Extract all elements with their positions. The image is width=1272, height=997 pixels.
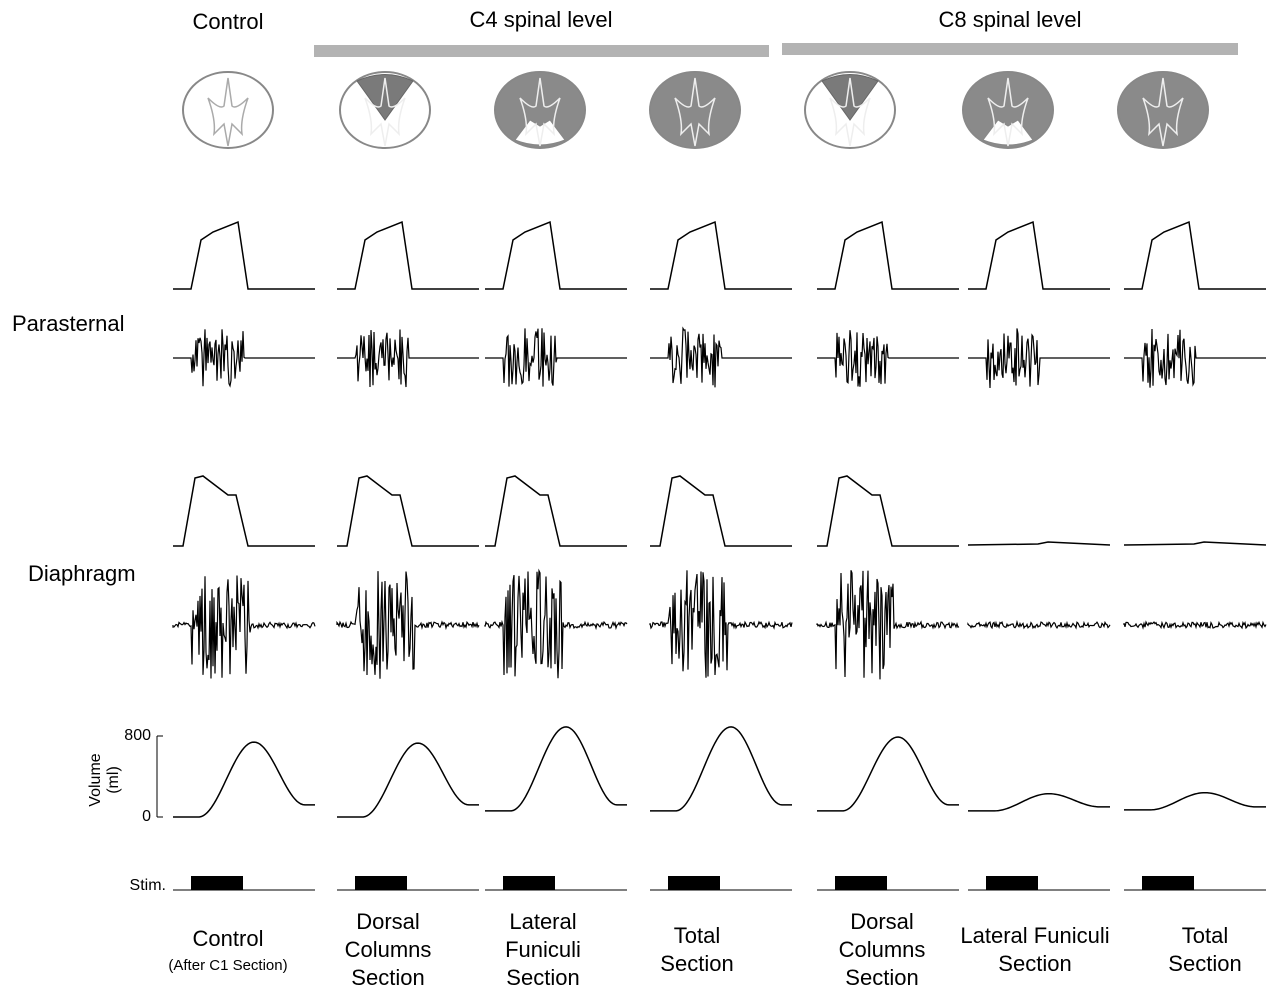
parasternal-integrated [817, 222, 959, 289]
column-note: (After C1 Section) [168, 957, 287, 974]
spinal-cord [805, 72, 895, 148]
column-label: Section [998, 951, 1071, 976]
column-label: Lateral [509, 909, 576, 934]
figure: Control C4 spinal level C8 spinal level … [0, 0, 1272, 992]
stim-pulse [503, 876, 555, 890]
column-label: Section [660, 951, 733, 976]
row-label: Parasternal [12, 311, 125, 336]
diaphragm-integrated [485, 476, 627, 546]
row-label: Stim. [130, 877, 166, 894]
column-label: Total [674, 923, 720, 948]
stim-pulse [668, 876, 720, 890]
stim-pulse [355, 876, 407, 890]
column-label: Lateral Funiculi [960, 923, 1109, 948]
parasternal-integrated [173, 222, 315, 289]
volume-trace [173, 742, 315, 817]
parasternal-emg [650, 328, 792, 387]
diaphragm-emg [173, 575, 315, 678]
diaphragm-emg [337, 571, 479, 679]
diaphragm-emg [650, 570, 792, 677]
diaphragm-integrated [1124, 542, 1266, 545]
header-c4: C4 spinal level [469, 7, 612, 32]
spinal-cord [495, 72, 585, 148]
axis-label: (ml) [105, 766, 122, 794]
volume-trace [1124, 793, 1266, 810]
column-label: Total [1182, 923, 1228, 948]
parasternal-integrated [650, 222, 792, 289]
column-label: Funiculi [505, 937, 581, 962]
spinal-cord [183, 72, 273, 148]
column-label: Columns [839, 937, 926, 962]
parasternal-integrated [485, 222, 627, 289]
column-label: Section [845, 965, 918, 990]
diaphragm-integrated [337, 476, 479, 546]
parasternal-emg [817, 330, 959, 387]
cord-outline [183, 72, 273, 148]
parasternal-emg [337, 330, 479, 388]
spinal-cord [340, 72, 430, 148]
volume-trace [968, 794, 1110, 811]
column-label: Dorsal [850, 909, 914, 934]
stim-pulse [986, 876, 1038, 890]
c8-bar [782, 43, 1238, 55]
spinal-cord [650, 72, 740, 148]
volume-trace [337, 743, 479, 817]
diaphragm-integrated [968, 542, 1110, 545]
cord-outline [1118, 72, 1208, 148]
volume-axis-label: Volume (ml) [87, 753, 122, 806]
column-label: Dorsal [356, 909, 420, 934]
column-label: Columns [345, 937, 432, 962]
diaphragm-emg [485, 571, 627, 678]
stim-pulse [835, 876, 887, 890]
axis-label: Volume [87, 753, 104, 806]
stim-pulse [1142, 876, 1194, 890]
spinal-cord [963, 72, 1053, 148]
row-label: Diaphragm [28, 561, 136, 586]
volume-trace [485, 727, 627, 811]
cord-outline [650, 72, 740, 148]
header-control: Control [193, 9, 264, 34]
diaphragm-integrated [650, 476, 792, 546]
column-label: Section [1168, 951, 1241, 976]
parasternal-emg [173, 329, 315, 386]
volume-trace [817, 737, 959, 811]
c4-bar [314, 45, 769, 57]
parasternal-integrated [337, 222, 479, 289]
parasternal-integrated [1124, 222, 1266, 289]
stim-pulse [191, 876, 243, 890]
spinal-cord [1118, 72, 1208, 148]
diaphragm-integrated [173, 476, 315, 546]
volume-trace [650, 727, 792, 811]
parasternal-integrated [968, 222, 1110, 289]
y-tick-label: 800 [124, 727, 151, 744]
diaphragm-integrated [817, 476, 959, 546]
parasternal-emg [1124, 329, 1266, 388]
column-label: Section [506, 965, 579, 990]
column-label: Section [351, 965, 424, 990]
diaphragm-emg [1124, 622, 1266, 628]
diaphragm-emg [817, 570, 959, 679]
parasternal-emg [485, 328, 627, 386]
parasternal-emg [968, 328, 1110, 387]
diaphragm-emg [968, 622, 1110, 628]
y-tick-label: 0 [142, 808, 151, 825]
header-c8: C8 spinal level [938, 7, 1081, 32]
column-label: Control [193, 926, 264, 951]
